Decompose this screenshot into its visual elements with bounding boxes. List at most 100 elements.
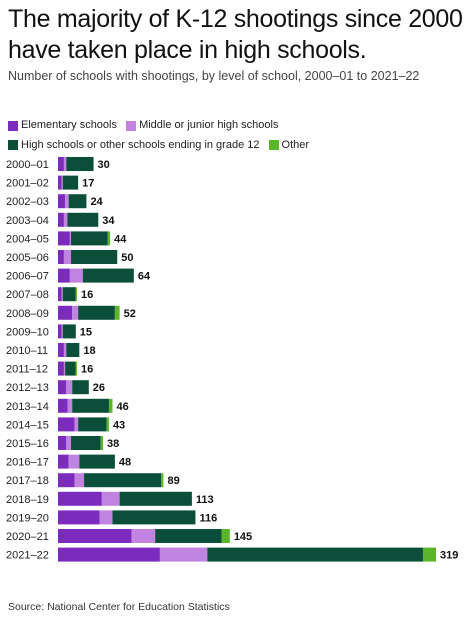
bar-segment-middle: [66, 436, 72, 450]
bar-segment-middle: [61, 324, 63, 339]
bar-segment-elementary: [58, 287, 62, 302]
bar-segment-middle: [159, 547, 208, 562]
bar-total-label: 116: [199, 512, 217, 524]
bar-segment-high: [155, 529, 222, 543]
bar-segment-other: [161, 473, 164, 488]
bar-total-label: 24: [90, 196, 103, 208]
y-tick-label: 2008–09: [6, 308, 49, 320]
legend-item-other: Other: [268, 137, 310, 154]
bar-segment-middle: [101, 491, 120, 506]
bar-segment-elementary: [58, 194, 66, 209]
bar-segment-elementary: [58, 529, 132, 543]
bar-segment-middle: [66, 380, 73, 395]
bar-segment-elementary: [58, 231, 70, 246]
y-tick-label: 2016–17: [6, 457, 49, 469]
bar-total-label: 113: [196, 494, 214, 506]
bar-segment-middle: [69, 268, 83, 283]
y-tick-label: 2007–08: [6, 289, 49, 301]
bar-segment-other: [75, 287, 77, 302]
y-tick-label: 2014–15: [6, 419, 49, 431]
y-tick-label: 2001–02: [6, 178, 49, 190]
bar-segment-high: [119, 491, 192, 506]
bar-segment-high: [71, 231, 108, 246]
y-tick-label: 2013–14: [6, 401, 49, 413]
bar-total-label: 30: [98, 159, 110, 171]
bar-segment-high: [71, 250, 118, 264]
bar-segment-elementary: [58, 473, 75, 488]
legend-label-middle: Middle or junior high schools: [139, 119, 279, 131]
bar-segment-elementary: [58, 491, 102, 506]
bar-total-label: 44: [114, 233, 127, 245]
bar-segment-high: [72, 380, 89, 395]
bar-total-label: 43: [113, 419, 125, 431]
bar-segment-other: [100, 436, 104, 450]
bar-segment-high: [68, 194, 87, 209]
y-tick-label: 2010–11: [6, 345, 48, 357]
y-tick-label: 2003–04: [6, 215, 49, 227]
legend-swatch-high: [8, 140, 18, 150]
bar-segment-middle: [74, 473, 85, 488]
bar-segment-high: [65, 361, 76, 376]
y-tick-label: 2019–20: [6, 512, 49, 524]
bar-segment-elementary: [58, 157, 64, 171]
bar-segment-middle: [99, 510, 113, 525]
bar-segment-elementary: [58, 398, 68, 413]
bar-total-label: 145: [234, 531, 252, 543]
bar-total-label: 34: [102, 215, 115, 227]
legend-swatch-elementary: [8, 120, 18, 131]
bar-segment-middle: [61, 287, 63, 302]
bar-segment-high: [79, 454, 115, 469]
bar-segment-elementary: [58, 175, 62, 190]
bar-segment-high: [207, 547, 423, 562]
bar-segment-middle: [65, 194, 69, 209]
bar-segment-high: [62, 324, 76, 339]
bar-segment-other: [114, 305, 120, 320]
bar-total-label: 50: [121, 252, 133, 264]
bar-total-label: 18: [83, 345, 95, 357]
y-tick-label: 2012–13: [6, 382, 49, 394]
bar-segment-high: [72, 398, 109, 413]
bar-segment-other: [75, 361, 77, 376]
bar-segment-middle: [72, 305, 79, 320]
legend-label-elementary: Elementary schools: [21, 119, 117, 131]
legend-label-other: Other: [281, 138, 310, 151]
bar-segment-elementary: [58, 268, 70, 283]
bar-segment-middle: [63, 157, 67, 171]
bar-total-label: 64: [138, 271, 151, 283]
bar-total-label: 46: [117, 401, 129, 413]
bar-total-label: 319: [440, 550, 458, 562]
bar-total-label: 38: [107, 438, 119, 450]
bar-total-label: 48: [119, 457, 131, 469]
bar-segment-high: [66, 157, 94, 171]
bar-total-label: 15: [80, 326, 92, 338]
bar-segment-middle: [74, 417, 79, 432]
bar-segment-elementary: [58, 510, 100, 525]
y-tick-label: 2020–21: [6, 531, 49, 543]
bar-segment-middle: [63, 250, 72, 264]
bar-segment-middle: [61, 175, 63, 190]
bar-segment-high: [82, 268, 134, 283]
chart-title: The majority of K-12 shootings since 200…: [8, 5, 463, 64]
bar-segment-elementary: [58, 361, 64, 376]
bar-segment-high: [78, 305, 115, 320]
y-tick-label: 2004–05: [6, 233, 49, 245]
bar-total-label: 26: [93, 382, 105, 394]
chart-legend: Elementary schools Middle or junior high…: [8, 117, 463, 156]
y-tick-label: 2015–16: [6, 438, 49, 450]
bar-segment-high: [67, 212, 99, 227]
bar-segment-elementary: [58, 454, 69, 469]
bar-segment-other: [422, 547, 436, 562]
legend-swatch-middle: [126, 120, 137, 131]
bar-segment-elementary: [58, 212, 64, 227]
bar-segment-high: [62, 175, 79, 190]
bar-segment-high: [84, 473, 162, 488]
y-tick-label: 2009–10: [6, 326, 49, 338]
bar-segment-high: [62, 287, 76, 302]
bar-segment-middle: [63, 212, 68, 227]
bar-total-label: 52: [124, 308, 136, 320]
bar-segment-elementary: [58, 547, 160, 562]
bar-segment-middle: [69, 231, 72, 246]
bar-segment-elementary: [58, 417, 75, 432]
bar-total-label: 16: [81, 364, 93, 376]
